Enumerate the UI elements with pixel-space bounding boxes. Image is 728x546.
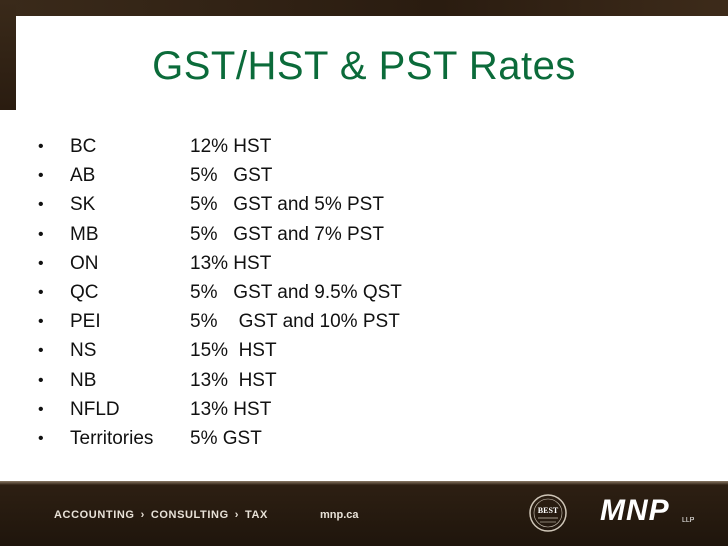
province-label: ON <box>70 252 99 274</box>
list-item: • NB 13% HST <box>38 366 402 395</box>
province-label: NS <box>70 340 97 362</box>
best-employers-badge-icon: BEST <box>529 494 567 532</box>
list-item: • MB 5% GST and 7% PST <box>38 220 402 249</box>
bullet-icon: • <box>38 313 44 331</box>
province-label: NB <box>70 369 97 391</box>
mnp-logo: MNP <box>600 494 670 527</box>
list-item: • NS 15% HST <box>38 336 402 365</box>
bullet-icon: • <box>38 400 44 418</box>
rate-value: 5% GST and 5% PST <box>190 194 384 216</box>
rate-value: 13% HST <box>190 369 277 391</box>
rate-value: 5% GST and 7% PST <box>190 223 384 245</box>
top-frame-bar <box>0 0 728 30</box>
province-label: NFLD <box>70 398 120 420</box>
rate-value: 5% GST and 10% PST <box>190 311 400 333</box>
bullet-icon: • <box>38 167 44 185</box>
left-frame-bar <box>0 0 30 110</box>
province-label: Territories <box>70 427 154 449</box>
list-item: • Territories 5% GST <box>38 424 402 453</box>
list-item: • NFLD 13% HST <box>38 395 402 424</box>
list-item: • PEI 5% GST and 10% PST <box>38 307 402 336</box>
footer-bar <box>0 481 728 546</box>
bullet-icon: • <box>38 225 44 243</box>
mnp-logo-suffix: LLP <box>682 517 695 524</box>
bullet-icon: • <box>38 342 44 360</box>
province-label: PEI <box>70 311 101 333</box>
list-item: • QC 5% GST and 9.5% QST <box>38 278 402 307</box>
rates-list: • BC 12% HST • AB 5% GST • SK 5% GST and… <box>38 132 402 453</box>
list-item: • BC 12% HST <box>38 132 402 161</box>
list-item: • ON 13% HST <box>38 249 402 278</box>
province-label: BC <box>70 136 97 157</box>
bullet-icon: • <box>38 283 44 301</box>
chevron-right-icon: › <box>140 509 145 521</box>
rate-value: 5% GST <box>190 165 273 187</box>
bullet-icon: • <box>38 254 44 272</box>
rate-value: 13% HST <box>190 398 272 420</box>
bullet-icon: • <box>38 371 44 389</box>
rate-value: 5% GST and 9.5% QST <box>190 281 402 303</box>
rate-value: 13% HST <box>190 252 272 274</box>
bullet-icon: • <box>38 429 44 447</box>
bullet-icon: • <box>38 138 44 155</box>
footer-divider <box>0 481 728 485</box>
tagline-consulting: CONSULTING <box>150 509 229 521</box>
rate-value: 12% HST <box>190 136 272 157</box>
footer-tagline: ACCOUNTING › CONSULTING › TAX <box>54 509 268 521</box>
slide-title: GST/HST & PST Rates <box>152 44 576 88</box>
footer-website: mnp.ca <box>320 509 359 521</box>
bullet-icon: • <box>38 196 44 214</box>
tagline-tax: TAX <box>245 509 268 521</box>
chevron-right-icon: › <box>234 509 239 521</box>
badge-label: BEST <box>538 506 559 515</box>
tagline-accounting: ACCOUNTING <box>54 509 135 521</box>
rate-value: 15% HST <box>190 340 277 362</box>
province-label: SK <box>70 194 96 216</box>
rate-value: 5% GST <box>190 427 262 449</box>
list-item: • AB 5% GST <box>38 161 402 190</box>
province-label: MB <box>70 223 99 245</box>
province-label: AB <box>70 165 96 187</box>
list-item: • SK 5% GST and 5% PST <box>38 190 402 219</box>
province-label: QC <box>70 281 99 303</box>
